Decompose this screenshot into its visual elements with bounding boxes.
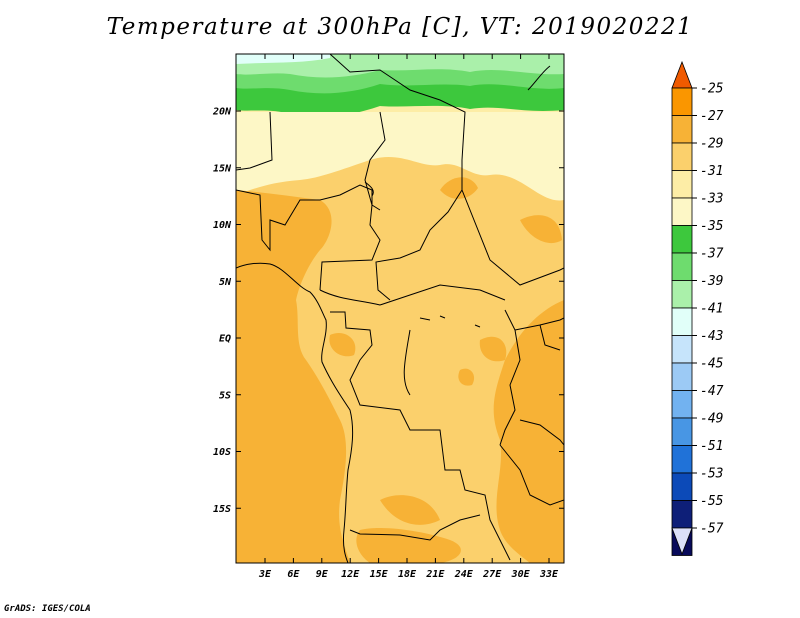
lon-tick-label: 12E xyxy=(341,569,360,580)
field-patch-4 xyxy=(458,368,475,386)
border-kenya xyxy=(514,317,564,331)
border-mauritania xyxy=(236,111,273,171)
colorbar-segment xyxy=(671,115,693,144)
colorbar-label: -57 xyxy=(700,522,724,537)
lon-tick-label: 21E xyxy=(425,569,445,580)
colorbar-segment xyxy=(671,390,693,419)
field-patch-3 xyxy=(479,336,507,362)
colorbar-label: -35 xyxy=(700,219,724,234)
lake-marks xyxy=(419,315,481,328)
lon-tick-label: 6E xyxy=(287,569,300,580)
colorbar-label: -45 xyxy=(700,357,724,372)
border-drc-angola xyxy=(330,311,511,561)
field-patch-2 xyxy=(520,215,562,244)
coastline-west xyxy=(236,262,354,563)
colorbar-segment xyxy=(671,142,693,171)
colorbar-label: -49 xyxy=(700,412,723,427)
border-north xyxy=(329,54,466,190)
lon-tick-label: 9E xyxy=(316,569,329,580)
border-lake-victoria xyxy=(539,324,561,351)
border-central xyxy=(319,284,506,306)
lat-tick-label: EQ xyxy=(219,334,231,345)
field-patch-5 xyxy=(380,495,440,525)
lon-tick-label: 15E xyxy=(370,569,389,580)
lat-tick-label: 20N xyxy=(212,107,232,118)
lon-tick-label: 24E xyxy=(454,569,474,580)
colorbar-label: -53 xyxy=(700,467,723,482)
colorbar-label: -31 xyxy=(700,164,723,179)
lon-tick-label: 30E xyxy=(511,569,531,580)
lat-tick-label: 5N xyxy=(219,277,232,288)
border-tanzania xyxy=(519,419,564,446)
border-south-sudan xyxy=(461,189,564,286)
colorbar-segment xyxy=(671,445,693,474)
field-band-29-west xyxy=(236,190,350,563)
colorbar-segment xyxy=(671,225,693,254)
latitude-axis: 20N 15N 10N 5N EQ 5S 10S 15S xyxy=(212,107,564,515)
colorbar-segment xyxy=(671,252,693,281)
plot-frame xyxy=(235,53,565,564)
coast-red-sea xyxy=(527,65,551,91)
colorbar-label: -43 xyxy=(700,329,723,344)
colorbar-segment xyxy=(671,280,693,309)
lat-tick-label: 15S xyxy=(213,504,231,515)
colorbar-label: -25 xyxy=(700,82,724,97)
field-band-35-north xyxy=(236,112,564,201)
country-borders xyxy=(236,54,564,563)
border-congo xyxy=(403,329,411,396)
colorbar-segment xyxy=(671,87,693,116)
colorbar-top-arrow xyxy=(671,60,693,89)
colorbar-segment xyxy=(671,307,693,336)
colorbar-label: -51 xyxy=(700,439,723,454)
lat-tick-label: 10S xyxy=(213,447,231,458)
field-band-29-east xyxy=(493,300,564,563)
border-car-sudan xyxy=(375,189,463,301)
field-band-43 xyxy=(236,54,330,64)
border-namibia xyxy=(349,514,481,541)
lat-tick-label: 5S xyxy=(219,390,231,401)
colorbar: -25 -27 -29 -31 -33 -35 -37 -39 -41 -43 -45 -47 -49 -… xyxy=(671,60,724,556)
lon-tick-label: 27E xyxy=(482,569,502,580)
colorbar-segment xyxy=(671,362,693,391)
colorbar-segment xyxy=(671,472,693,501)
colorbar-segment xyxy=(671,170,693,199)
lon-tick-label: 3E xyxy=(258,569,272,580)
field-patch-6 xyxy=(356,528,461,563)
lon-tick-label: 33E xyxy=(539,569,559,580)
field-patch-7 xyxy=(329,332,356,357)
lat-tick-label: 15N xyxy=(213,163,232,174)
longitude-axis: 3E 6E 9E 12E 15E 18E 21E 24E 27E 30E 33E xyxy=(258,54,559,580)
colorbar-label: -29 xyxy=(700,137,723,152)
colorbar-label: -33 xyxy=(700,192,723,207)
colorbar-segment xyxy=(671,197,693,226)
colorbar-segment xyxy=(671,417,693,446)
border-west-africa xyxy=(236,184,381,252)
colorbar-label: -55 xyxy=(700,494,724,509)
credit-text: GrADS: IGES/COLA xyxy=(4,604,91,614)
colorbar-bottom-arrow xyxy=(671,527,693,556)
lake-chad xyxy=(364,181,374,197)
temperature-field xyxy=(236,54,564,563)
border-malawi xyxy=(499,444,564,506)
lat-tick-label: 10N xyxy=(213,220,232,231)
lon-tick-label: 18E xyxy=(398,569,417,580)
field-patch-1 xyxy=(440,177,478,199)
colorbar-label: -37 xyxy=(700,247,724,262)
colorbar-segment xyxy=(671,335,693,364)
colorbar-label: -41 xyxy=(700,302,723,317)
colorbar-segment xyxy=(671,500,693,529)
colorbar-label: -47 xyxy=(700,384,724,399)
border-chad xyxy=(319,111,386,291)
colorbar-label: -27 xyxy=(700,109,724,124)
map-title: Temperature at 300hPa [C], VT: 201902022… xyxy=(106,14,694,40)
colorbar-label: -39 xyxy=(700,274,723,289)
